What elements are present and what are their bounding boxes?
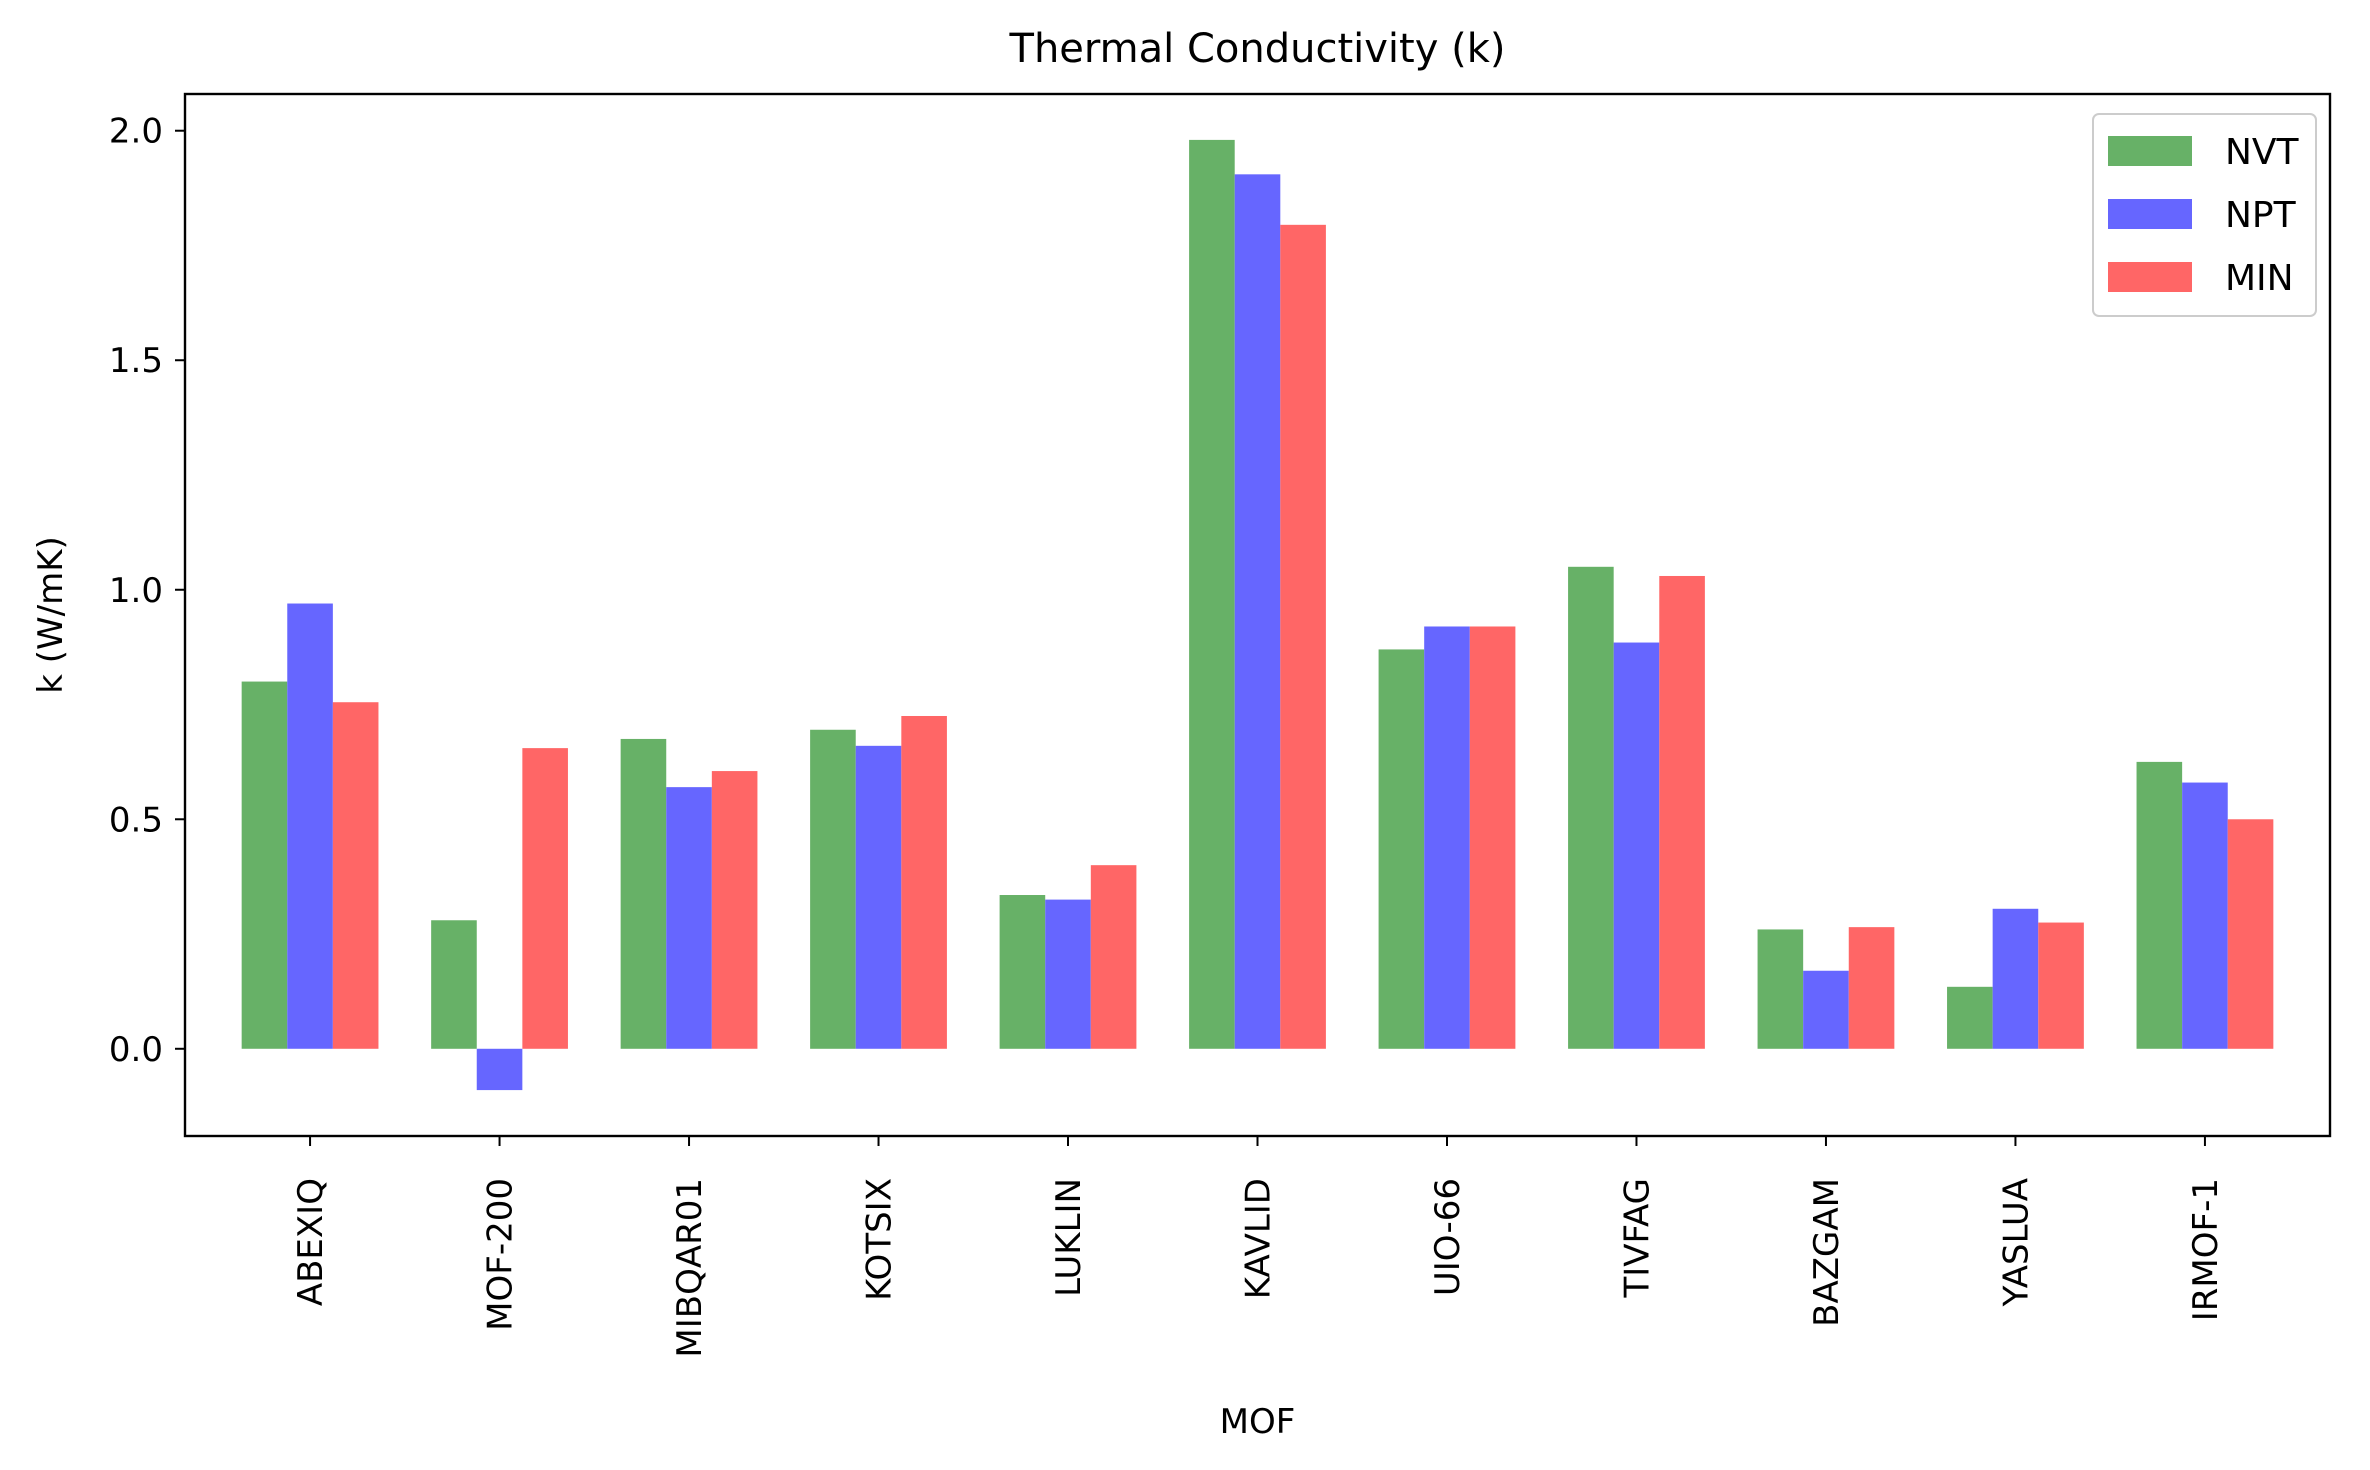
x-tick-label: LUKLIN <box>1049 1178 1089 1297</box>
x-tick-label: ABEXIQ <box>291 1178 331 1306</box>
bar-npt-kotsix <box>855 745 902 1049</box>
x-tick-label: MIBQAR01 <box>670 1178 710 1358</box>
bar-nvt-uio-66 <box>1378 649 1425 1049</box>
bar-npt-bazgam <box>1803 970 1849 1049</box>
legend-label-nvt: NVT <box>2225 132 2300 173</box>
bar-min-uio-66 <box>1469 626 1516 1049</box>
bar-nvt-luklin <box>999 895 1046 1049</box>
legend-swatch-min <box>2108 262 2192 292</box>
bar-nvt-abexiq <box>241 681 288 1049</box>
bar-nvt-bazgam <box>1757 929 1804 1049</box>
bar-nvt-kotsix <box>810 729 856 1049</box>
bar-min-kotsix <box>901 715 947 1049</box>
bar-min-irmof-1 <box>2227 819 2274 1049</box>
bar-nvt-irmof-1 <box>2136 761 2183 1049</box>
x-axis-label: MOF <box>1220 1402 1296 1442</box>
bar-nvt-mibqar01 <box>620 738 667 1049</box>
x-tick-label: YASLUA <box>1996 1178 2036 1307</box>
bar-npt-tivfag <box>1613 642 1660 1049</box>
x-tick-label: MOF-200 <box>481 1178 521 1331</box>
x-tick-label: UIO-66 <box>1428 1178 1468 1296</box>
bar-npt-irmof-1 <box>2182 782 2228 1049</box>
x-tick-label: KOTSIX <box>860 1178 900 1301</box>
bar-npt-uio-66 <box>1424 626 1470 1049</box>
legend-label-min: MIN <box>2225 258 2294 299</box>
legend-swatch-npt <box>2108 199 2192 229</box>
bar-npt-luklin <box>1045 899 1091 1049</box>
bar-npt-yaslua <box>1992 908 2039 1049</box>
legend-swatch-nvt <box>2108 136 2192 166</box>
y-tick-label: 0.0 <box>109 1030 163 1070</box>
bar-min-kavlid <box>1280 224 1326 1049</box>
bar-min-mof-200 <box>522 748 568 1049</box>
bar-min-yaslua <box>2038 922 2084 1049</box>
bar-min-tivfag <box>1659 575 1705 1049</box>
x-tick-label: KAVLID <box>1239 1178 1279 1299</box>
bar-npt-mibqar01 <box>666 787 712 1049</box>
y-tick-label: 2.0 <box>109 112 163 152</box>
x-tick-label: IRMOF-1 <box>2186 1178 2226 1321</box>
y-axis-label: k (W/mK) <box>31 536 71 694</box>
bar-npt-kavlid <box>1234 174 1281 1049</box>
legend-label-npt: NPT <box>2225 195 2297 236</box>
bar-nvt-mof-200 <box>431 920 477 1049</box>
bar-npt-abexiq <box>287 603 333 1049</box>
y-tick-label: 1.5 <box>109 341 163 381</box>
y-tick-label: 1.0 <box>109 571 163 611</box>
bar-min-bazgam <box>1848 927 1895 1049</box>
chart-title: Thermal Conductivity (k) <box>1009 26 1506 72</box>
x-tick-label: TIVFAG <box>1617 1178 1657 1299</box>
y-tick-label: 0.5 <box>109 800 163 840</box>
bar-npt-mof-200 <box>476 1048 523 1091</box>
bar-nvt-yaslua <box>1947 986 1993 1049</box>
bar-min-luklin <box>1090 865 1137 1049</box>
bar-nvt-kavlid <box>1189 139 1235 1049</box>
bar-min-abexiq <box>332 702 379 1049</box>
bar-nvt-tivfag <box>1568 566 1614 1049</box>
x-tick-label: BAZGAM <box>1807 1178 1847 1327</box>
bar-min-mibqar01 <box>711 771 758 1049</box>
